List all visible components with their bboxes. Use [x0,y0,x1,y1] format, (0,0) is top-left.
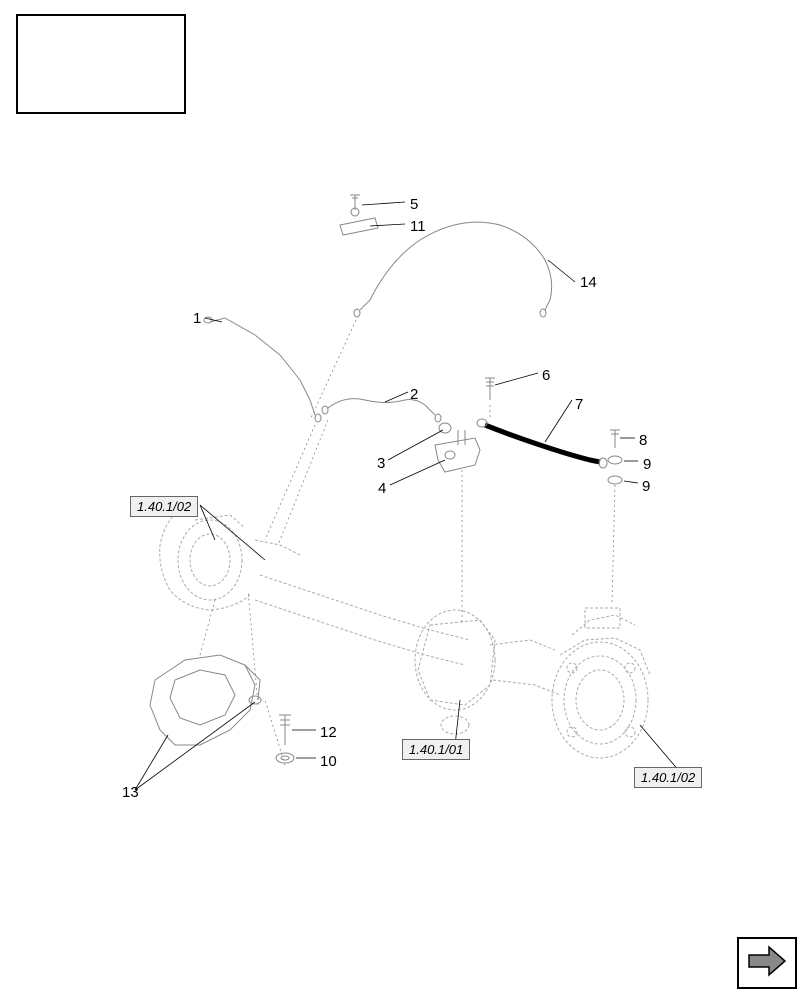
part-pipe-1 [204,317,321,422]
callout-14: 14 [580,274,597,291]
part-clip-5 [350,195,360,216]
callout-11: 11 [410,218,426,235]
part-hose-7 [477,419,607,468]
part-pipe-14 [354,222,552,317]
callout-1: 1 [193,310,201,327]
callout-13: 13 [122,784,139,801]
part-bolt-6 [485,378,495,400]
reference-3: 1.40.1/02 [634,767,702,788]
callout-7: 7 [575,396,583,413]
callout-12: 12 [320,724,337,741]
part-bolt-8 [610,430,620,448]
axle-assembly [160,510,650,758]
parts-diagram [0,0,812,1000]
thumbnail-box [16,14,186,114]
callout-8: 8 [639,432,647,449]
reference-1: 1.40.1/02 [130,496,198,517]
callout-10: 10 [320,753,337,770]
callout-2: 2 [410,386,418,403]
part-washer-9b [608,476,622,484]
part-bracket-4 [435,430,480,472]
part-pipe-2 [322,399,441,422]
callout-6: 6 [542,367,550,384]
part-washer-9a [608,456,622,464]
part-washer-10 [276,753,294,763]
part-bracket-11 [340,218,378,235]
next-page-icon[interactable] [737,937,797,989]
callout-9a: 9 [643,456,651,473]
callout-3: 3 [377,455,385,472]
part-bolt-12 [279,715,291,745]
part-guard-13 [150,655,261,745]
callout-4: 4 [378,480,386,497]
reference-2: 1.40.1/01 [402,739,470,760]
callout-9b: 9 [642,478,650,495]
callout-5: 5 [410,196,418,213]
